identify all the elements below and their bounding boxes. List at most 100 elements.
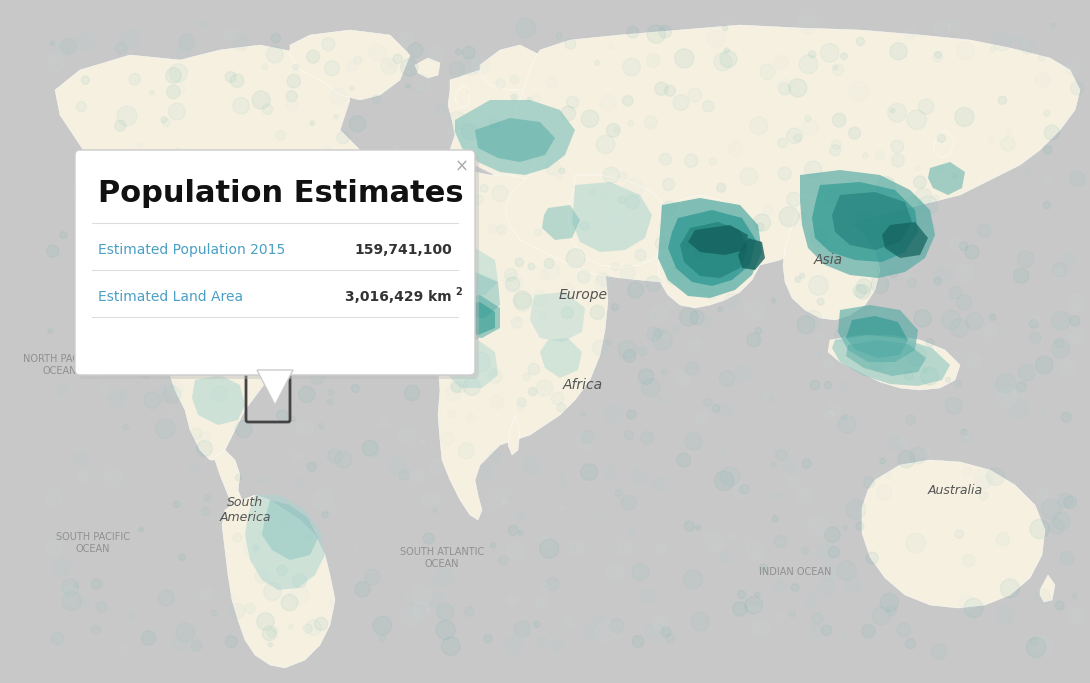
Circle shape xyxy=(528,363,540,375)
Circle shape xyxy=(1022,40,1029,47)
Circle shape xyxy=(116,307,134,326)
Circle shape xyxy=(1067,609,1082,624)
Circle shape xyxy=(289,624,293,628)
Circle shape xyxy=(749,605,753,610)
Circle shape xyxy=(1070,330,1083,344)
Circle shape xyxy=(120,391,129,400)
Circle shape xyxy=(529,387,537,396)
Circle shape xyxy=(540,270,548,279)
Circle shape xyxy=(857,38,864,46)
Circle shape xyxy=(164,386,181,404)
Circle shape xyxy=(647,25,665,43)
Circle shape xyxy=(179,34,194,50)
Circle shape xyxy=(158,337,177,356)
Circle shape xyxy=(744,300,764,320)
Circle shape xyxy=(979,492,988,500)
Circle shape xyxy=(582,624,600,641)
Circle shape xyxy=(734,221,743,230)
Circle shape xyxy=(871,307,885,321)
Circle shape xyxy=(641,589,656,604)
Polygon shape xyxy=(443,272,500,318)
Circle shape xyxy=(48,329,52,333)
Circle shape xyxy=(98,189,118,208)
Circle shape xyxy=(918,221,935,238)
Circle shape xyxy=(440,432,453,445)
Circle shape xyxy=(278,512,292,527)
Circle shape xyxy=(468,89,471,94)
Polygon shape xyxy=(290,30,410,100)
Circle shape xyxy=(995,606,1015,624)
Circle shape xyxy=(1050,519,1064,534)
Circle shape xyxy=(899,438,907,445)
Circle shape xyxy=(595,275,611,291)
Circle shape xyxy=(701,316,712,327)
Circle shape xyxy=(647,327,661,342)
Circle shape xyxy=(279,537,284,542)
Circle shape xyxy=(618,542,631,555)
Circle shape xyxy=(104,265,119,280)
Circle shape xyxy=(662,201,677,216)
Circle shape xyxy=(620,266,634,280)
Circle shape xyxy=(123,424,130,430)
Circle shape xyxy=(413,87,420,93)
Circle shape xyxy=(627,410,637,419)
Circle shape xyxy=(603,167,619,183)
Circle shape xyxy=(755,327,762,334)
Circle shape xyxy=(114,281,124,291)
Polygon shape xyxy=(258,215,325,270)
Circle shape xyxy=(674,95,689,111)
Circle shape xyxy=(484,635,492,643)
Circle shape xyxy=(763,206,773,215)
Circle shape xyxy=(862,153,868,158)
Circle shape xyxy=(567,96,579,108)
Circle shape xyxy=(839,382,849,392)
Circle shape xyxy=(606,124,620,137)
Circle shape xyxy=(904,27,917,39)
Polygon shape xyxy=(448,65,600,200)
Circle shape xyxy=(791,583,799,591)
Circle shape xyxy=(392,181,399,188)
Circle shape xyxy=(196,441,213,456)
Circle shape xyxy=(62,579,78,596)
Circle shape xyxy=(759,564,767,573)
Circle shape xyxy=(720,51,737,68)
Circle shape xyxy=(259,531,264,535)
Circle shape xyxy=(177,193,195,211)
Circle shape xyxy=(744,596,763,614)
Circle shape xyxy=(691,613,710,631)
Circle shape xyxy=(818,298,824,305)
Text: Africa: Africa xyxy=(562,378,603,392)
Circle shape xyxy=(686,362,700,375)
Circle shape xyxy=(1032,636,1052,655)
Circle shape xyxy=(298,421,313,437)
Circle shape xyxy=(1020,40,1034,54)
Polygon shape xyxy=(452,302,495,335)
Circle shape xyxy=(507,542,523,558)
Circle shape xyxy=(326,270,344,289)
Circle shape xyxy=(1061,551,1074,565)
Circle shape xyxy=(804,161,822,178)
Circle shape xyxy=(346,160,359,172)
Circle shape xyxy=(877,177,895,195)
Circle shape xyxy=(1029,320,1038,328)
Circle shape xyxy=(480,464,493,479)
Circle shape xyxy=(169,103,185,120)
Circle shape xyxy=(434,568,453,587)
Circle shape xyxy=(593,340,607,355)
Circle shape xyxy=(159,383,177,401)
Circle shape xyxy=(461,273,474,286)
Circle shape xyxy=(407,61,411,65)
Circle shape xyxy=(1052,339,1069,357)
Circle shape xyxy=(179,554,185,561)
Circle shape xyxy=(92,579,101,589)
Circle shape xyxy=(323,146,331,155)
Polygon shape xyxy=(832,192,912,250)
Circle shape xyxy=(131,324,149,344)
Circle shape xyxy=(578,270,590,283)
Circle shape xyxy=(718,307,723,312)
Circle shape xyxy=(363,441,378,456)
Circle shape xyxy=(229,603,244,619)
Circle shape xyxy=(121,211,134,223)
Circle shape xyxy=(626,195,639,208)
Circle shape xyxy=(546,578,559,590)
